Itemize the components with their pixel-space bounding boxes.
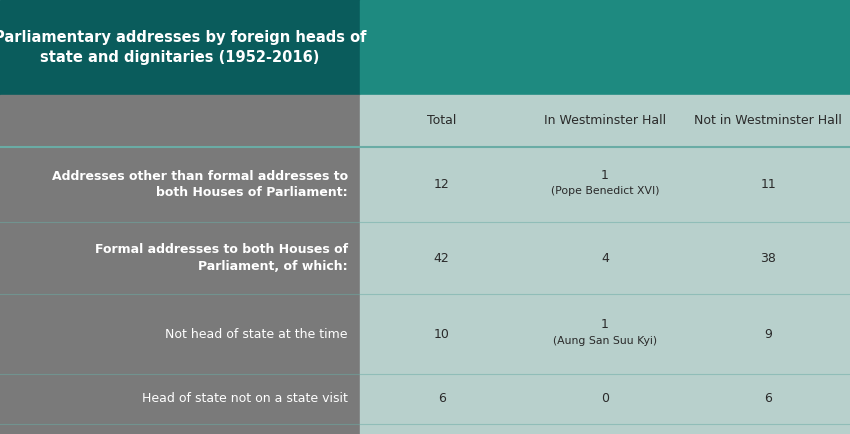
Bar	[0, 95, 360, 147]
Text: 10: 10	[434, 328, 450, 341]
Text: Total: Total	[427, 115, 456, 128]
Text: 1: 1	[601, 319, 609, 332]
Text: Addresses other than formal addresses to
both Houses of Parliament:: Addresses other than formal addresses to…	[52, 170, 348, 199]
Text: Head of state not on a state visit: Head of state not on a state visit	[142, 392, 348, 405]
Text: 38: 38	[761, 251, 776, 264]
Text: Not in Westminster Hall: Not in Westminster Hall	[694, 115, 842, 128]
Text: 42: 42	[434, 251, 450, 264]
Text: 9: 9	[764, 328, 773, 341]
Text: 6: 6	[764, 392, 773, 405]
Text: In Westminster Hall: In Westminster Hall	[544, 115, 666, 128]
Bar	[0, 0, 360, 95]
Bar	[360, 147, 850, 434]
Text: 0: 0	[601, 392, 609, 405]
Text: (Pope Benedict XVI): (Pope Benedict XVI)	[551, 187, 660, 197]
Text: 4: 4	[601, 251, 609, 264]
Text: 1: 1	[601, 169, 609, 182]
Text: Formal addresses to both Houses of
Parliament, of which:: Formal addresses to both Houses of Parli…	[95, 243, 348, 273]
Text: Parliamentary addresses by foreign heads of
state and dignitaries (1952-2016): Parliamentary addresses by foreign heads…	[0, 30, 366, 65]
Text: Not head of state at the time: Not head of state at the time	[166, 328, 348, 341]
Text: 11: 11	[761, 178, 776, 191]
Text: (Aung San Suu Kyi): (Aung San Suu Kyi)	[553, 336, 657, 346]
Text: 6: 6	[438, 392, 445, 405]
Bar	[360, 0, 850, 95]
Bar	[360, 95, 850, 147]
Bar	[0, 147, 360, 434]
Text: 12: 12	[434, 178, 450, 191]
